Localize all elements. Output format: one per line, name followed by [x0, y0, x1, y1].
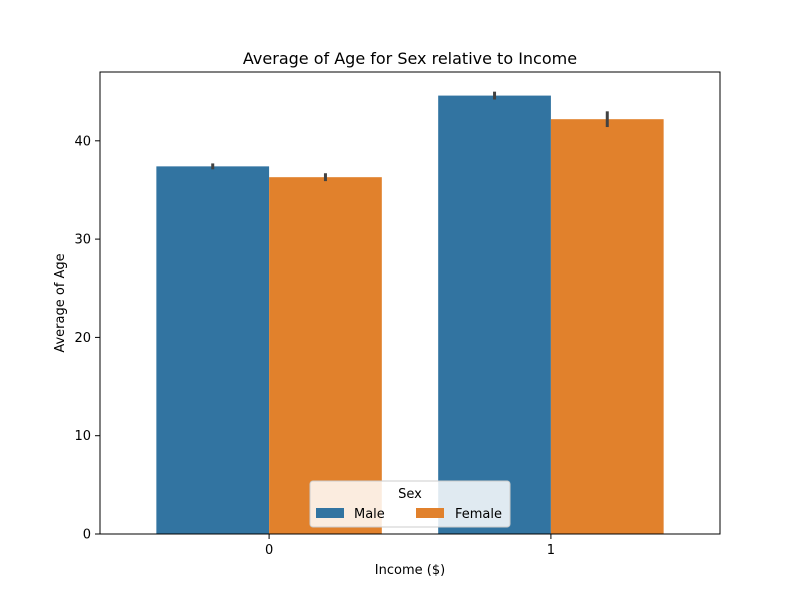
y-tick-label: 30 [74, 233, 91, 248]
y-axis-label: Average of Age [53, 253, 68, 352]
y-tick-label: 40 [74, 134, 91, 149]
legend-swatch-female [416, 508, 444, 518]
legend-title: Sex [398, 487, 422, 502]
legend-label-female: Female [455, 507, 502, 522]
bar-male-0 [156, 166, 270, 534]
bar-male-1 [438, 95, 551, 534]
y-tick-label: 0 [83, 528, 91, 543]
bars-layer [156, 95, 664, 535]
legend: Sex Male Female [309, 480, 511, 528]
error-bars-layer [211, 91, 609, 182]
y-axis-ticks: 0 10 20 30 40 [74, 134, 100, 543]
legend-swatch-male [316, 508, 344, 518]
bar-female-0 [269, 177, 382, 535]
x-tick-label: 1 [547, 543, 555, 558]
y-tick-label: 10 [74, 429, 91, 444]
x-tick-label: 0 [265, 543, 273, 558]
chart-title: Average of Age for Sex relative to Incom… [243, 49, 577, 68]
plot-frame [99, 71, 721, 535]
x-axis-label: Income ($) [375, 563, 445, 578]
legend-label-male: Male [354, 507, 385, 522]
legend-box [309, 480, 511, 528]
y-tick-label: 20 [74, 331, 91, 346]
bar-female-1 [550, 119, 664, 534]
